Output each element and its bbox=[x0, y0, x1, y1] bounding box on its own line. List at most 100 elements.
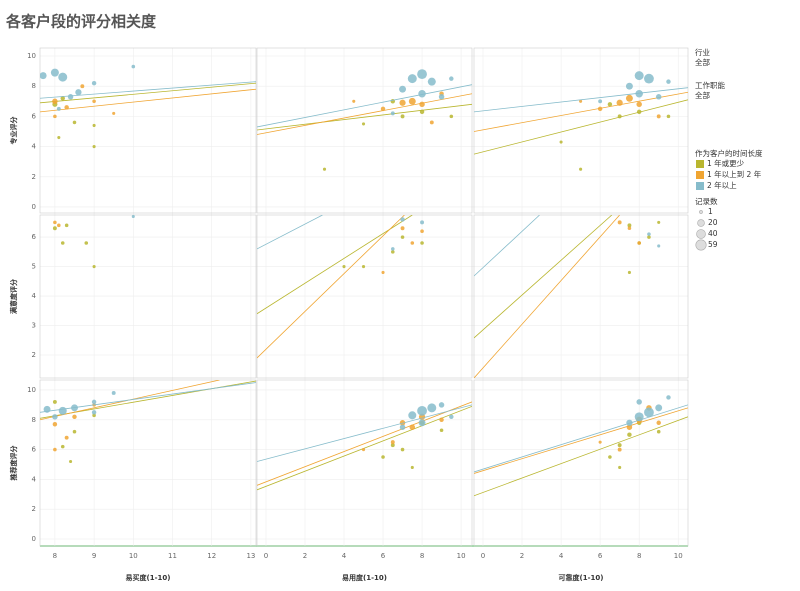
point bbox=[617, 114, 622, 119]
point bbox=[409, 424, 416, 430]
y-tick-label: 2 bbox=[32, 173, 36, 181]
panel bbox=[257, 69, 472, 171]
point bbox=[625, 82, 633, 90]
y-tick-label: 8 bbox=[32, 82, 36, 90]
panel-frame bbox=[473, 214, 689, 379]
y-tick-label: 3 bbox=[32, 322, 36, 330]
point bbox=[342, 265, 346, 269]
x-tick-label: 8 bbox=[420, 552, 424, 560]
point bbox=[399, 99, 406, 106]
point bbox=[60, 96, 65, 101]
point bbox=[617, 447, 622, 452]
point bbox=[407, 74, 417, 84]
point bbox=[322, 167, 327, 171]
x-tick-label: 0 bbox=[264, 552, 268, 560]
point bbox=[56, 106, 61, 111]
point bbox=[634, 412, 644, 422]
point bbox=[417, 405, 427, 416]
point bbox=[91, 80, 97, 86]
point bbox=[617, 443, 622, 448]
y-tick-label: 4 bbox=[32, 143, 37, 151]
point bbox=[69, 459, 73, 464]
panel-frame bbox=[256, 379, 473, 547]
point bbox=[579, 99, 583, 103]
point bbox=[644, 407, 654, 418]
point bbox=[84, 241, 89, 245]
point bbox=[361, 265, 366, 269]
point bbox=[91, 399, 97, 405]
point bbox=[656, 114, 661, 119]
point bbox=[40, 72, 47, 80]
point bbox=[559, 140, 563, 144]
point bbox=[72, 414, 77, 420]
point bbox=[626, 424, 633, 430]
point bbox=[391, 250, 395, 254]
point bbox=[58, 406, 67, 415]
point bbox=[618, 465, 622, 470]
x-tick-label: 6 bbox=[598, 552, 603, 560]
y-axis-title: 推荐度评分 bbox=[9, 446, 18, 481]
size-swatch bbox=[697, 219, 705, 227]
point bbox=[53, 114, 57, 119]
size-swatch bbox=[699, 210, 703, 214]
point bbox=[399, 85, 407, 93]
y-tick-label: 6 bbox=[32, 446, 37, 454]
trend-line bbox=[474, 215, 540, 277]
x-tick-label: 4 bbox=[559, 552, 564, 560]
point bbox=[52, 422, 58, 427]
point bbox=[53, 220, 57, 225]
size-label: 59 bbox=[708, 240, 718, 249]
filter-label: 工作职能 bbox=[695, 80, 725, 90]
trend-line bbox=[40, 88, 256, 113]
x-tick-label: 8 bbox=[53, 552, 57, 560]
point bbox=[656, 429, 661, 434]
point bbox=[352, 99, 356, 103]
trend-line bbox=[257, 84, 472, 128]
point bbox=[92, 123, 96, 127]
size-swatch bbox=[696, 229, 706, 239]
point bbox=[400, 226, 405, 231]
trend-line bbox=[257, 93, 472, 135]
x-tick-label: 6 bbox=[381, 552, 386, 560]
trend-line bbox=[474, 407, 688, 474]
panel-frame bbox=[473, 47, 689, 214]
size-label: 20 bbox=[708, 218, 718, 227]
point bbox=[439, 428, 444, 432]
legend-label: 1 年以上到 2 年 bbox=[707, 169, 762, 179]
size-swatch bbox=[695, 239, 707, 251]
y-tick-label: 10 bbox=[27, 52, 36, 60]
point bbox=[380, 106, 386, 112]
point bbox=[427, 403, 437, 413]
point bbox=[131, 64, 136, 69]
point bbox=[400, 235, 405, 239]
point bbox=[390, 440, 395, 445]
point bbox=[361, 122, 366, 126]
point bbox=[666, 395, 671, 400]
point bbox=[616, 99, 623, 106]
x-axis-title: 可靠度(1-10) bbox=[559, 573, 604, 582]
panel bbox=[52, 215, 135, 269]
point bbox=[410, 465, 414, 470]
trend-line bbox=[474, 215, 620, 378]
point bbox=[634, 71, 644, 81]
y-tick-label: 2 bbox=[32, 351, 36, 359]
point bbox=[636, 109, 642, 115]
x-tick-label: 10 bbox=[457, 552, 466, 560]
point bbox=[627, 270, 631, 275]
y-tick-label: 5 bbox=[32, 263, 36, 271]
point bbox=[381, 270, 385, 275]
point bbox=[626, 419, 633, 426]
legend-swatch bbox=[696, 171, 704, 179]
y-tick-label: 6 bbox=[32, 233, 37, 241]
trend-line bbox=[474, 404, 688, 473]
point bbox=[666, 79, 671, 84]
point bbox=[429, 120, 434, 125]
point bbox=[637, 241, 641, 245]
point bbox=[636, 101, 642, 108]
trend-line bbox=[474, 87, 688, 113]
point bbox=[80, 84, 85, 89]
legend-label: 1 年或更少 bbox=[707, 158, 745, 168]
point bbox=[666, 114, 671, 119]
point bbox=[57, 223, 61, 228]
trend-line bbox=[257, 215, 323, 250]
